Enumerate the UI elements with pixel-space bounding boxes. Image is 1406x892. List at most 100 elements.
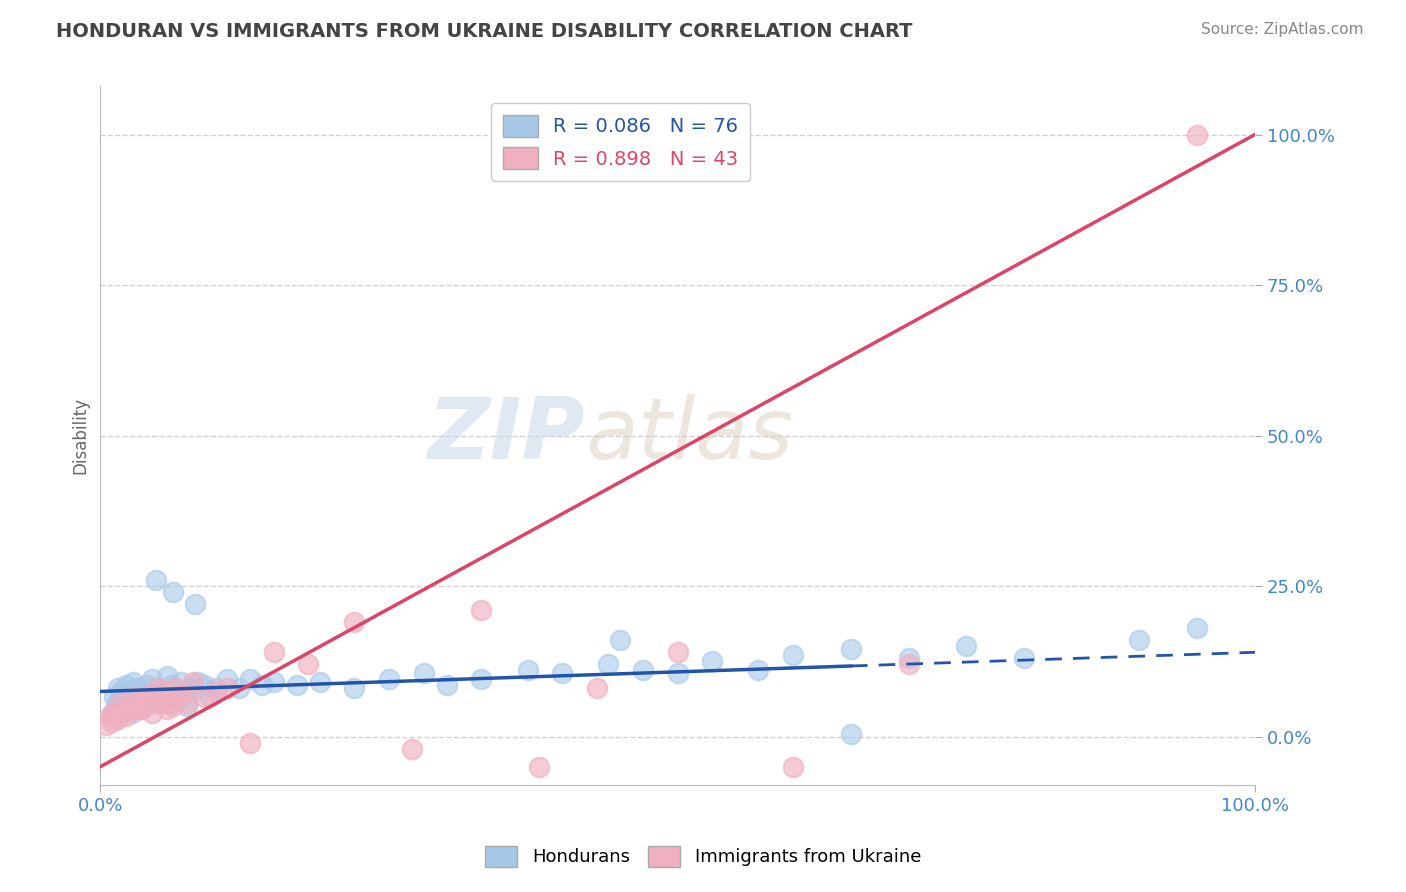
Point — [165, 688, 187, 702]
Point — [134, 699, 156, 714]
Legend: R = 0.086   N = 76, R = 0.898   N = 43: R = 0.086 N = 76, R = 0.898 N = 43 — [491, 103, 751, 181]
Point — [156, 669, 179, 683]
Point — [141, 673, 163, 687]
Point — [666, 645, 689, 659]
Point — [181, 684, 204, 698]
Point — [598, 657, 620, 672]
Point — [412, 666, 434, 681]
Point — [1187, 621, 1209, 635]
Point — [108, 699, 131, 714]
Point — [101, 706, 124, 720]
Point — [118, 699, 141, 714]
Point — [631, 664, 654, 678]
Text: Source: ZipAtlas.com: Source: ZipAtlas.com — [1201, 22, 1364, 37]
Point — [839, 642, 862, 657]
Point — [146, 681, 169, 696]
Point — [111, 688, 134, 702]
Point — [121, 706, 143, 720]
Point — [1128, 633, 1150, 648]
Point — [1187, 128, 1209, 142]
Point — [98, 708, 121, 723]
Text: atlas: atlas — [585, 394, 793, 477]
Point — [1012, 651, 1035, 665]
Point — [167, 693, 190, 707]
Point — [149, 688, 172, 702]
Point — [343, 681, 366, 696]
Point — [108, 697, 131, 711]
Point — [135, 697, 157, 711]
Point — [117, 697, 139, 711]
Point — [118, 688, 141, 702]
Point — [107, 681, 129, 696]
Point — [401, 741, 423, 756]
Point — [308, 675, 330, 690]
Point — [129, 702, 152, 716]
Point — [250, 678, 273, 692]
Point — [112, 693, 135, 707]
Point — [782, 648, 804, 663]
Point — [193, 678, 215, 692]
Point — [160, 678, 183, 692]
Point — [127, 681, 149, 696]
Point — [897, 657, 920, 672]
Point — [204, 681, 226, 696]
Point — [263, 645, 285, 659]
Point — [193, 690, 215, 705]
Point — [112, 706, 135, 720]
Point — [159, 697, 181, 711]
Point — [101, 714, 124, 729]
Point — [125, 690, 148, 705]
Point — [436, 678, 458, 692]
Point — [204, 684, 226, 698]
Point — [105, 697, 128, 711]
Point — [121, 702, 143, 716]
Point — [297, 657, 319, 672]
Point — [131, 684, 153, 698]
Point — [114, 708, 136, 723]
Point — [146, 681, 169, 696]
Point — [124, 697, 146, 711]
Point — [139, 688, 162, 702]
Point — [165, 681, 187, 696]
Point — [145, 573, 167, 587]
Point — [127, 699, 149, 714]
Point — [470, 603, 492, 617]
Point — [121, 675, 143, 690]
Point — [666, 666, 689, 681]
Point — [110, 684, 132, 698]
Point — [103, 706, 125, 720]
Point — [228, 681, 250, 696]
Point — [156, 702, 179, 716]
Point — [181, 675, 204, 690]
Point — [839, 726, 862, 740]
Text: HONDURAN VS IMMIGRANTS FROM UKRAINE DISABILITY CORRELATION CHART: HONDURAN VS IMMIGRANTS FROM UKRAINE DISA… — [56, 22, 912, 41]
Point — [470, 673, 492, 687]
Point — [145, 690, 167, 705]
Point — [153, 684, 176, 698]
Point — [94, 717, 117, 731]
Point — [124, 690, 146, 705]
Legend: Hondurans, Immigrants from Ukraine: Hondurans, Immigrants from Ukraine — [478, 838, 928, 874]
Point — [747, 664, 769, 678]
Point — [551, 666, 574, 681]
Text: ZIP: ZIP — [427, 394, 585, 477]
Point — [263, 675, 285, 690]
Point — [187, 675, 209, 690]
Point — [162, 585, 184, 599]
Point — [103, 690, 125, 705]
Point — [702, 654, 724, 668]
Point — [176, 697, 198, 711]
Point — [114, 678, 136, 692]
Point — [107, 712, 129, 726]
Point — [179, 681, 201, 696]
Point — [143, 697, 166, 711]
Point — [120, 684, 142, 698]
Point — [343, 615, 366, 630]
Point — [150, 697, 173, 711]
Point — [115, 690, 138, 705]
Point — [153, 690, 176, 705]
Point — [162, 699, 184, 714]
Point — [897, 651, 920, 665]
Point — [378, 673, 401, 687]
Point — [782, 760, 804, 774]
